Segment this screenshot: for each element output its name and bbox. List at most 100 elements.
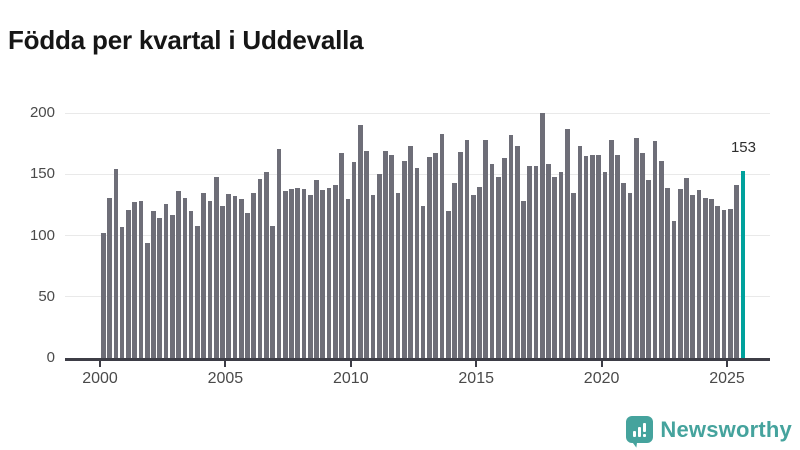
bar	[339, 153, 344, 358]
bar	[677, 188, 683, 358]
bar	[351, 162, 357, 358]
bar	[646, 180, 652, 358]
bar	[458, 152, 464, 358]
bar	[326, 187, 332, 358]
bar	[552, 176, 558, 358]
bar	[602, 171, 608, 358]
bar	[445, 211, 451, 358]
bar	[395, 192, 401, 358]
bar	[188, 211, 194, 358]
bar	[364, 150, 370, 358]
bar	[132, 202, 138, 358]
bar	[721, 209, 727, 358]
bar	[295, 187, 301, 358]
y-axis-tick-label: 100	[29, 226, 55, 244]
x-axis-tick-label: 2005	[207, 370, 244, 387]
bar	[583, 155, 589, 358]
bar	[514, 146, 520, 358]
chart-title: Födda per kvartal i Uddevalla	[8, 25, 364, 56]
x-axis-line	[65, 358, 770, 361]
bar	[169, 214, 175, 358]
bar	[176, 191, 181, 358]
gridline	[65, 112, 770, 114]
bar	[332, 185, 338, 358]
bar	[376, 174, 382, 358]
bar	[577, 146, 583, 358]
bar	[728, 208, 733, 358]
bar	[151, 211, 156, 358]
bar	[157, 218, 163, 358]
x-axis-tick-label: 2010	[333, 370, 369, 387]
bar	[301, 188, 307, 358]
bar	[257, 179, 263, 358]
bar	[470, 195, 476, 358]
bar	[608, 139, 614, 358]
bar	[489, 164, 495, 358]
bar	[232, 196, 238, 358]
bar	[502, 158, 507, 358]
bar	[207, 201, 213, 358]
bar	[564, 128, 570, 358]
bar	[696, 190, 702, 358]
bar	[264, 171, 269, 358]
bar	[126, 209, 131, 358]
bar	[282, 191, 288, 358]
bar	[709, 198, 714, 358]
brand-name: Newsworthy	[660, 416, 792, 442]
brand-footer: Newsworthy	[626, 416, 792, 448]
x-axis-tick	[224, 360, 227, 367]
bar	[270, 225, 275, 358]
newsworthy-logo-icon	[626, 416, 654, 448]
bar	[408, 146, 413, 358]
bar	[213, 176, 219, 358]
bar	[615, 154, 620, 358]
x-axis-tick	[600, 360, 603, 367]
bar	[571, 192, 576, 358]
bar	[734, 185, 739, 358]
x-axis-tick-label: 2025	[709, 370, 745, 387]
y-axis-tick-label: 200	[29, 104, 55, 121]
bar	[627, 192, 633, 358]
logo-pin-pointer	[627, 437, 638, 448]
bar	[558, 171, 564, 358]
x-axis-tick	[475, 360, 478, 367]
bar	[101, 233, 106, 358]
highlight-value-label: 153	[730, 139, 756, 156]
bar	[251, 192, 257, 358]
bar	[138, 201, 144, 358]
bar	[226, 193, 232, 358]
bar	[659, 160, 664, 358]
bar	[690, 195, 696, 358]
bar	[539, 113, 545, 358]
y-axis-tick-label: 150	[29, 165, 55, 183]
bar	[201, 192, 206, 358]
x-axis-tick-label: 2000	[82, 370, 118, 387]
bar	[477, 186, 482, 358]
bar	[590, 154, 595, 358]
bar	[621, 182, 627, 358]
x-axis-tick	[726, 360, 728, 367]
x-axis-tick	[349, 360, 352, 367]
bar	[464, 139, 470, 358]
bar	[527, 165, 533, 358]
bar	[401, 160, 407, 358]
bar	[640, 153, 645, 358]
bar	[496, 176, 501, 358]
bar	[370, 195, 376, 358]
bar	[665, 187, 670, 358]
y-axis-tick-label: 0	[46, 349, 55, 366]
bar	[439, 133, 445, 358]
bar	[483, 139, 489, 358]
bar	[546, 164, 551, 358]
bar	[245, 213, 250, 358]
bar	[314, 180, 319, 358]
bar	[533, 165, 539, 358]
x-axis-tick-label: 2015	[458, 370, 494, 387]
bar	[715, 206, 721, 358]
bar	[238, 198, 244, 358]
logo-bar-icon	[633, 431, 637, 437]
bar	[596, 154, 602, 358]
bar	[452, 182, 457, 358]
bar	[119, 226, 125, 358]
